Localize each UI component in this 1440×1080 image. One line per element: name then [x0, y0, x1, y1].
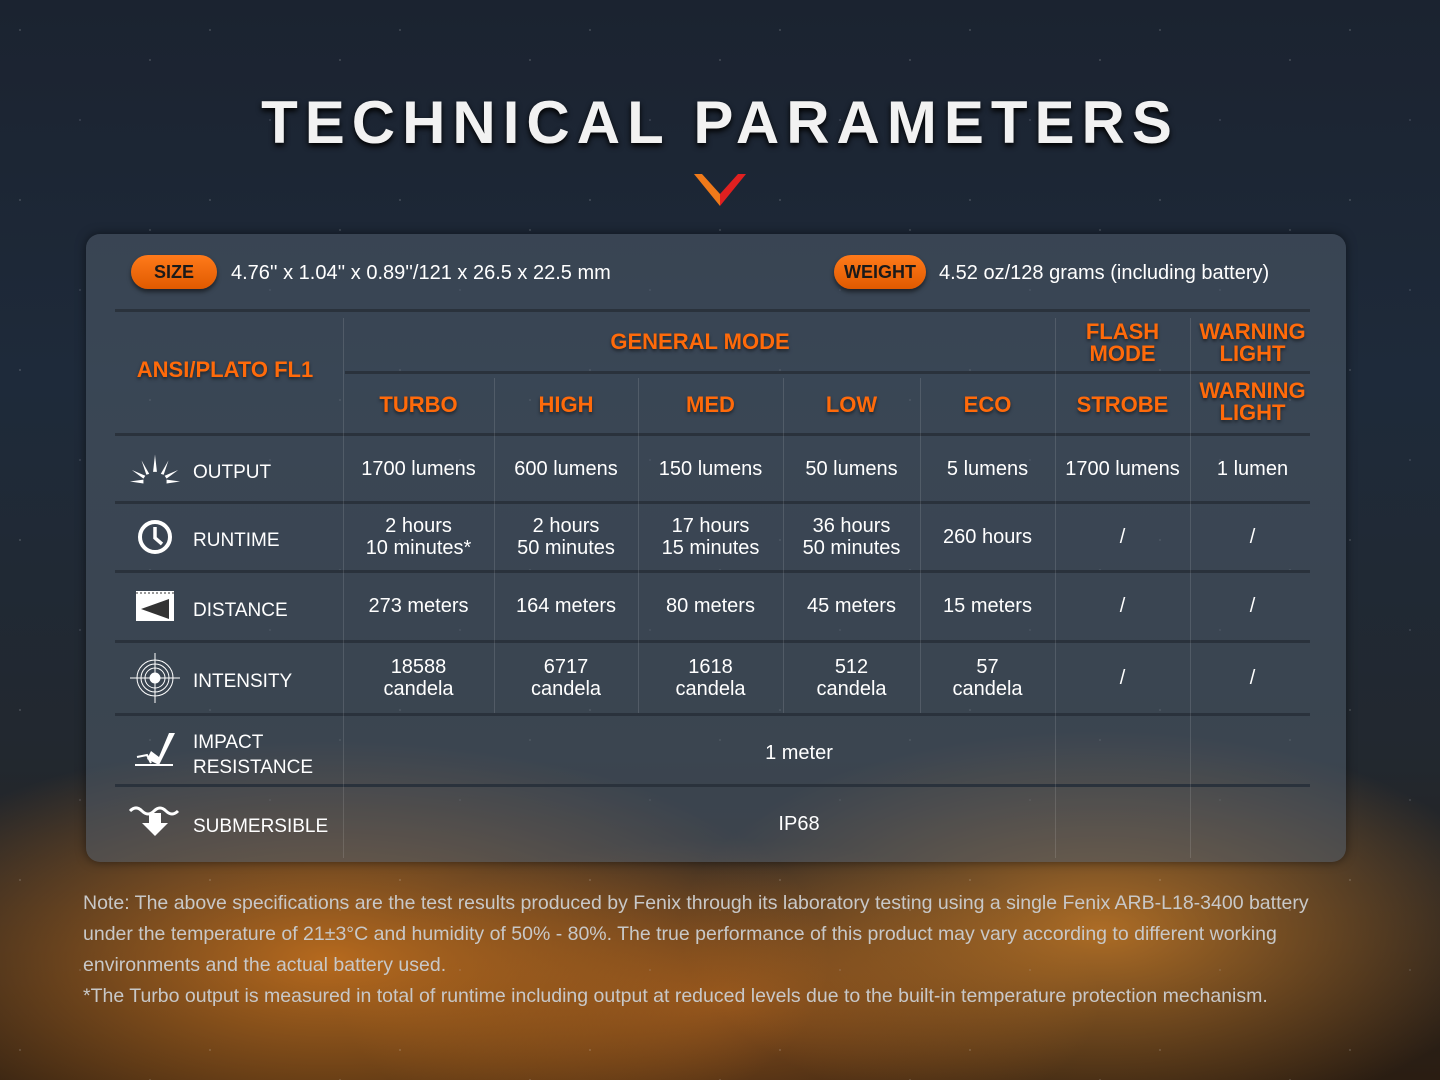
divider: [345, 371, 1310, 374]
weight-badge: WEIGHT: [834, 255, 926, 289]
column-header: ECO: [963, 392, 1012, 417]
note-text: Note: The above specifications are the t…: [83, 892, 1309, 976]
divider: [115, 784, 1310, 787]
table-cell: 600 lumens: [514, 457, 618, 480]
turbo-note: *The Turbo output is measured in total o…: [83, 985, 1268, 1007]
column-divider: [1190, 318, 1191, 858]
row-label: INTENSITY: [193, 671, 293, 692]
column-header: HIGH: [538, 392, 594, 417]
spec-panel: [86, 234, 1346, 862]
column-divider: [1055, 318, 1056, 858]
standard-header: ANSI/PLATO FL1: [136, 357, 314, 382]
table-cell: 512 candela: [816, 655, 887, 700]
table-cell: /: [1119, 525, 1126, 548]
table-cell: 15 meters: [943, 595, 1032, 617]
column-divider: [638, 378, 639, 713]
divider: [115, 640, 1310, 643]
column-header: WARNING LIGHT: [1199, 378, 1306, 425]
column-header: TURBO: [379, 392, 458, 417]
row-label: DISTANCE: [193, 599, 288, 621]
page-title: TECHNICAL PARAMETERS: [261, 89, 1179, 156]
divider: [115, 433, 1310, 436]
table-cell: 273 meters: [368, 595, 469, 617]
table-cell: 57 candela: [952, 655, 1023, 700]
size-value: 4.76'' x 1.04'' x 0.89''/121 x 26.5 x 22…: [231, 262, 611, 284]
table-cell: 1618 candela: [675, 655, 746, 700]
table-cell: 2 hours 50 minutes: [517, 514, 615, 559]
row-label: RUNTIME: [193, 530, 280, 551]
divider: [115, 570, 1310, 573]
table-cell: 2 hours 10 minutes*: [365, 514, 472, 559]
table-cell: /: [1119, 666, 1126, 689]
divider: [115, 713, 1310, 716]
table-cell: 50 lumens: [805, 457, 898, 480]
warning-light-header: WARNING LIGHT: [1199, 319, 1306, 366]
column-divider: [343, 318, 344, 858]
column-divider: [494, 378, 495, 713]
submersible-value: IP68: [778, 813, 820, 835]
general-mode-header: GENERAL MODE: [610, 329, 790, 354]
table-cell: 18588 candela: [383, 655, 454, 700]
table-cell: 1 lumen: [1216, 457, 1289, 480]
chevron-down-icon: [694, 174, 746, 206]
table-cell: 260 hours: [943, 525, 1032, 548]
column-header: STROBE: [1076, 392, 1169, 417]
table-cell: 5 lumens: [946, 457, 1029, 480]
column-divider: [920, 378, 921, 713]
table-cell: 80 meters: [666, 595, 755, 617]
footnote: Note: The above specifications are the t…: [83, 888, 1353, 1012]
table-cell: 6717 candela: [530, 655, 602, 700]
submersible-icon: [128, 800, 182, 840]
table-cell: /: [1119, 595, 1126, 617]
impact-icon: [128, 720, 182, 780]
column-header: LOW: [825, 392, 878, 417]
divider: [115, 309, 1310, 312]
table-cell: 17 hours 15 minutes: [661, 514, 760, 559]
column-divider: [783, 378, 784, 713]
table-cell: /: [1249, 525, 1256, 548]
table-cell: 45 meters: [807, 595, 896, 617]
target-icon: [128, 642, 182, 713]
weight-value: 4.52 oz/128 grams (including battery): [939, 262, 1270, 284]
table-cell: /: [1249, 666, 1256, 689]
flash-mode-header: FLASH MODE: [1085, 319, 1160, 366]
impact-value: 1 meter: [765, 742, 833, 764]
output-icon: [128, 436, 182, 501]
submersible-label: SUBMERSIBLE: [193, 816, 329, 837]
divider: [115, 501, 1310, 504]
table-cell: 1700 lumens: [1065, 457, 1180, 480]
row-label: OUTPUT: [193, 462, 272, 483]
table-cell: 1700 lumens: [361, 457, 476, 480]
distance-icon: [128, 572, 182, 640]
impact-label: IMPACT RESISTANCE: [193, 732, 314, 778]
column-header: MED: [686, 392, 735, 417]
table-cell: 150 lumens: [658, 457, 763, 480]
table-cell: 36 hours 50 minutes: [802, 514, 901, 559]
clock-icon: [128, 503, 182, 570]
table-cell: /: [1249, 595, 1256, 617]
table-cell: 164 meters: [515, 595, 617, 617]
size-badge: SIZE: [131, 255, 217, 289]
